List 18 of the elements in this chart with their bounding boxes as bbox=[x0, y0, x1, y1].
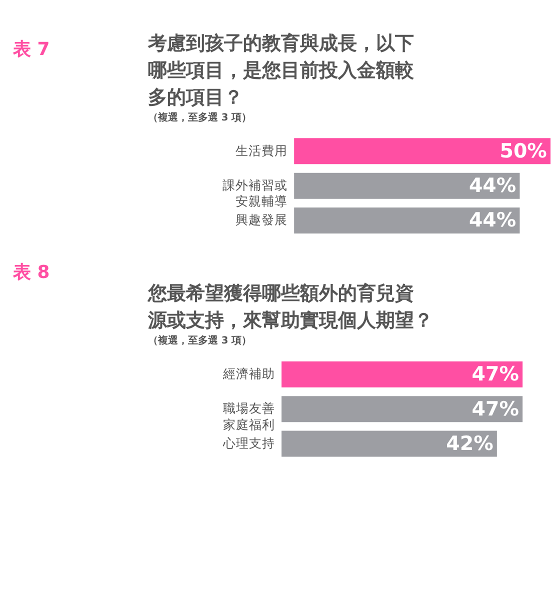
data-label: 44% bbox=[468, 174, 516, 198]
y-tick-label: 生活費用 bbox=[235, 142, 288, 158]
data-label: 50% bbox=[500, 139, 548, 162]
text: 表 8 bbox=[12, 262, 50, 284]
text: （複選，至多選 3 項） bbox=[148, 334, 252, 347]
text: （複選，至多選 3 項） bbox=[148, 111, 252, 124]
data-label: 47% bbox=[472, 397, 520, 420]
y-tick-label: 課外補習或安親輔導 bbox=[222, 177, 288, 209]
data-label: 44% bbox=[468, 208, 516, 232]
text: 表 7 bbox=[12, 38, 50, 60]
chart-title: 您最希望獲得哪些額外的育兒資源或支持，來幫助實現個人期望？ bbox=[146, 282, 433, 332]
data-label: 42% bbox=[446, 432, 494, 456]
y-tick-label: 職場友善家庭福利 bbox=[222, 400, 275, 432]
y-tick-label: 興趣發展 bbox=[235, 212, 288, 228]
y-tick-label: 經濟補助 bbox=[222, 366, 275, 382]
y-tick-label: 心理支持 bbox=[222, 435, 275, 450]
chart-title: 考慮到孩子的教育與成長，以下哪些項目，是您目前投入金額較多的項目？ bbox=[146, 32, 415, 108]
data-label: 47% bbox=[472, 362, 520, 386]
